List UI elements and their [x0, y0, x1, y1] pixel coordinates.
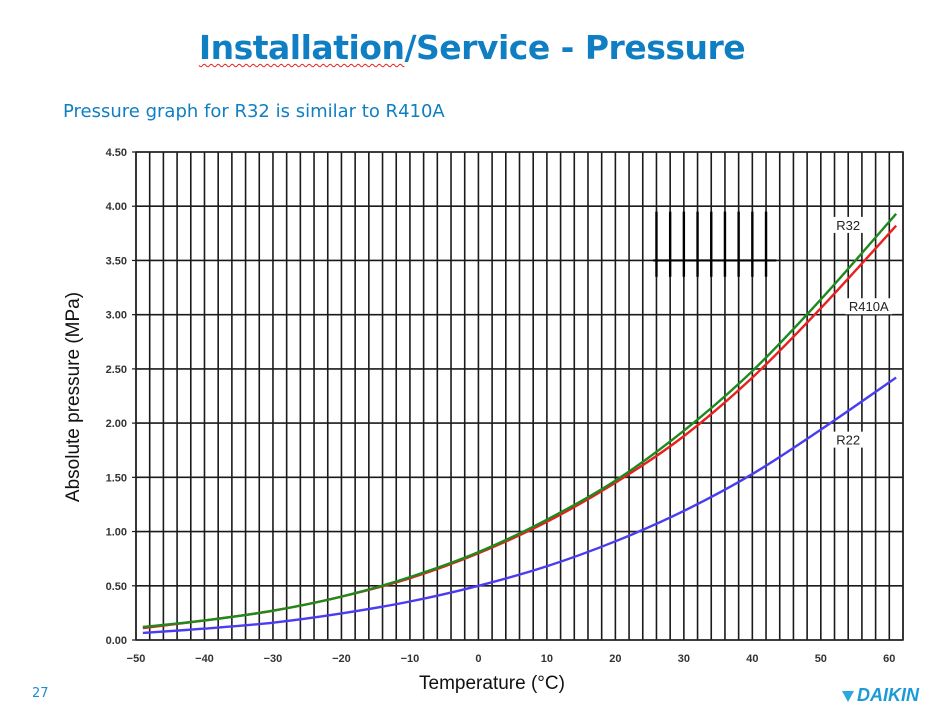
x-tick-label: −50 — [127, 653, 146, 665]
x-tick-label: 10 — [541, 653, 553, 665]
x-axis-label: Temperature (°C) — [419, 673, 565, 694]
y-tick-label: 3.50 — [106, 255, 127, 267]
series-line-r22 — [142, 376, 897, 635]
y-tick-label: 4.00 — [106, 201, 127, 213]
x-tick-label: 50 — [815, 653, 827, 665]
y-tick-label: 2.50 — [106, 364, 127, 376]
slide-subtitle: Pressure graph for R32 is similar to R41… — [63, 101, 445, 122]
title-word-installation: Installation — [198, 28, 405, 67]
series-label-bg — [845, 298, 893, 315]
y-tick-label: 3.00 — [106, 310, 127, 322]
series-lines — [142, 213, 898, 635]
x-tick-label: 60 — [883, 653, 895, 665]
gridline-artifact — [653, 211, 777, 277]
y-axis-label: Absolute pressure (MPa) — [63, 292, 84, 502]
series-label-r410a: R410A — [849, 299, 889, 314]
title-rest: /Service - Pressure — [404, 28, 746, 67]
x-tick-label: −20 — [332, 653, 351, 665]
series-label-r22: R22 — [836, 433, 860, 448]
series-label-bg — [832, 431, 864, 448]
series-label-bg — [832, 216, 864, 233]
y-tick-label: 1.00 — [106, 527, 127, 539]
y-tick-label: 1.50 — [106, 472, 127, 484]
daikin-logo-text: DAIKIN — [857, 685, 920, 703]
series-label-r32: R32 — [836, 218, 860, 233]
y-tick-label: 0.50 — [106, 581, 127, 593]
daikin-logo-mark-icon — [842, 691, 854, 702]
y-tick-label: 4.50 — [106, 147, 127, 159]
x-tick-label: 0 — [475, 653, 481, 665]
x-tick-label: −30 — [264, 653, 283, 665]
series-line-r32 — [142, 213, 898, 629]
x-tick-label: −40 — [195, 653, 214, 665]
x-tick-labels: −50 −40 −30 −20 −10 0 10 20 30 40 50 60 — [127, 653, 896, 665]
page-number: 27 — [32, 686, 49, 701]
y-tick-label: 0.00 — [106, 635, 127, 647]
slide-title: Installation/Service - Pressure — [0, 28, 944, 67]
y-tick-label: 2.00 — [106, 418, 127, 430]
series-labels: R32 R410A R22 — [832, 216, 893, 448]
x-tick-label: −10 — [401, 653, 420, 665]
x-tick-label: 40 — [746, 653, 758, 665]
x-tick-label: 30 — [678, 653, 690, 665]
y-tick-labels: 0.00 0.50 1.00 1.50 2.00 2.50 3.00 3.50 4.00 4.50 — [106, 147, 127, 647]
horizontal-gridlines — [132, 151, 903, 641]
vertical-gridlines — [135, 152, 904, 640]
daikin-logo: DAIKIN — [842, 685, 920, 703]
x-tick-label: 20 — [609, 653, 621, 665]
plot-frame — [135, 151, 904, 641]
